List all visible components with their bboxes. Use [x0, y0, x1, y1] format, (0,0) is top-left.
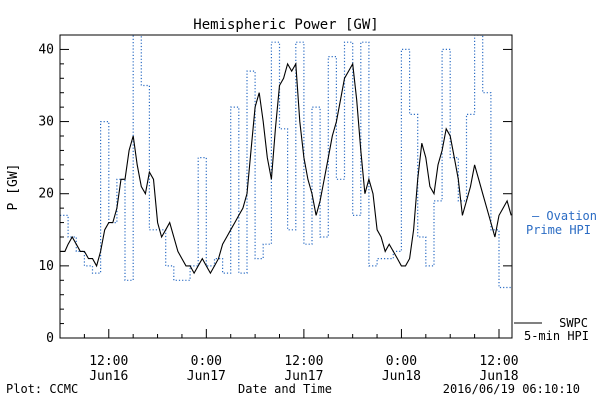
y-tick-label: 20: [38, 187, 54, 202]
footer-right: 2016/06/19 06:10:10: [443, 382, 580, 396]
x-tick-label-date: Jun16: [89, 369, 128, 384]
y-tick-label: 10: [38, 259, 54, 274]
x-tick-label-date: Jun17: [284, 369, 323, 384]
y-tick-label: 0: [46, 331, 54, 346]
series-line-ovation-prime-hpi: [60, 35, 512, 289]
x-tick-label-time: 12:00: [89, 354, 128, 369]
x-tick-label-date: Jun18: [382, 369, 421, 384]
x-tick-label-time: 0:00: [386, 354, 417, 369]
x-tick-label-time: 0:00: [191, 354, 222, 369]
legend: — Ovation Prime HPI SWPC 5-min HPI: [514, 209, 597, 343]
y-tick-label: 30: [38, 115, 54, 130]
footer-left: Plot: CCMC: [6, 382, 78, 396]
series-line-swpc-5min-hpi: [60, 62, 512, 275]
x-tick-label-time: 12:00: [284, 354, 323, 369]
x-axis-label: Date and Time: [238, 382, 332, 396]
legend-ovation-line2: Prime HPI: [526, 223, 591, 237]
x-tick-label-date: Jun18: [479, 369, 518, 384]
legend-swpc-line1: SWPC: [559, 316, 588, 330]
chart-title: Hemispheric Power [GW]: [193, 17, 378, 33]
x-tick-label-date: Jun17: [187, 369, 226, 384]
x-tick-label-time: 12:00: [479, 354, 518, 369]
axes: 01020304012:00Jun160:00Jun1712:00Jun170:…: [38, 34, 519, 384]
plot-frame: [59, 34, 513, 339]
legend-ovation-line1: — Ovation: [532, 209, 597, 223]
plot-area: [60, 35, 512, 289]
y-axis-label: P [GW]: [6, 164, 21, 211]
legend-swpc-line2: 5-min HPI: [524, 329, 589, 343]
y-tick-label: 40: [38, 42, 54, 57]
